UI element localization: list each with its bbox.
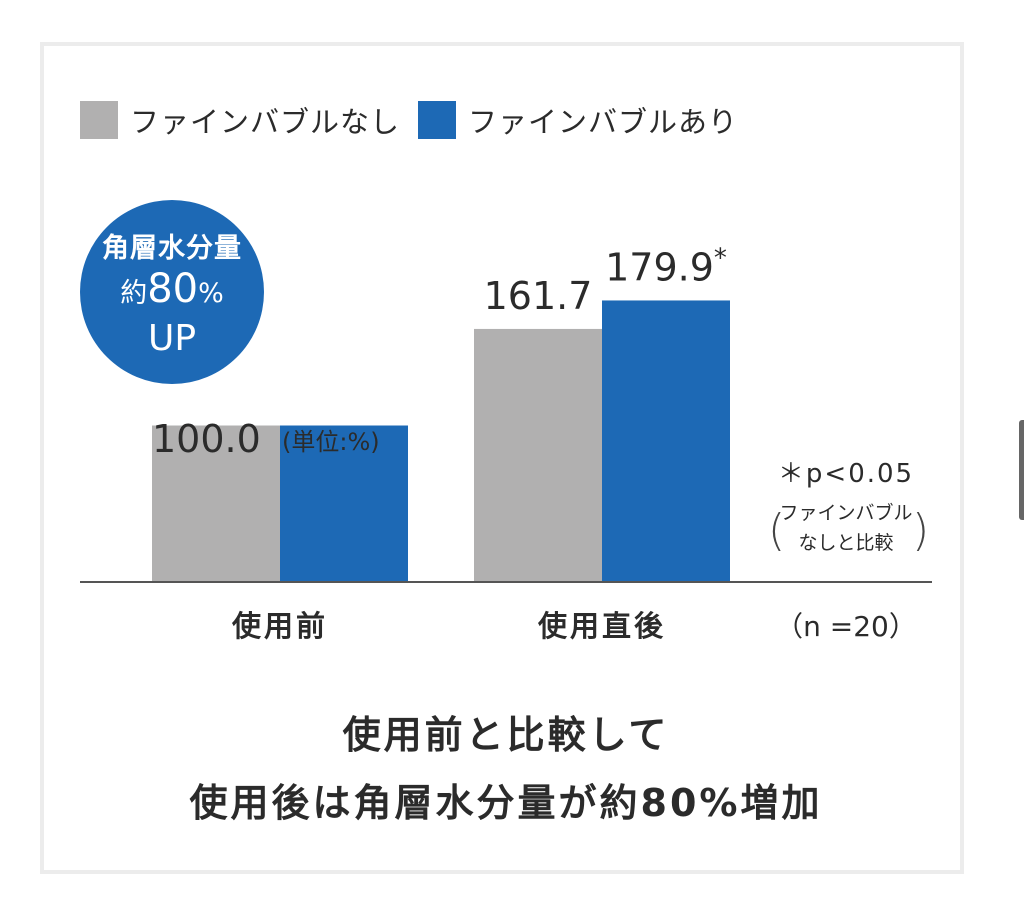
category-label-1: 使用直後 [537, 609, 666, 643]
unit-note: (単位:%) [282, 428, 380, 456]
significance-line2: ファインバブル [779, 501, 912, 524]
legend-item-with: ファインバブルあり [418, 99, 738, 141]
bar-label-0-0: 100.0 [152, 417, 261, 461]
legend-label-without: ファインバブルなし [130, 105, 401, 139]
significance-line1: ＊p<0.05 [778, 459, 914, 489]
bar-1-0 [474, 328, 602, 582]
bar-label-1-0: 161.7 [484, 274, 593, 318]
significance-paren-right: ) [912, 505, 929, 556]
bar-chart: 100.0 使用前 161.7 179.9* 使用直後 (単位:%) ＊p<0.05 (… [80, 243, 932, 643]
significance-paren-left: ( [768, 505, 785, 556]
bar-0-0 [152, 425, 280, 582]
badge-line3: UP [147, 318, 197, 359]
significance-line3: なしと比較 [798, 532, 893, 554]
caption-line1: 使用前と比較して [342, 713, 670, 757]
bar-0-1 [280, 425, 408, 582]
caption-line2: 使用後は角層水分量が約80%増加 [189, 781, 823, 825]
legend: ファインバブルなし ファインバブルあり [80, 100, 756, 140]
result-badge: 角層水分量 約80% UP [80, 200, 264, 384]
badge-line2: 約80% [80, 266, 264, 312]
category-label-0: 使用前 [231, 609, 328, 643]
bar-label-1-1: 179.9* [605, 243, 727, 289]
legend-item-without: ファインバブルなし [80, 99, 400, 141]
legend-swatch-with [418, 101, 457, 139]
legend-swatch-without [80, 101, 118, 139]
badge-value: 80 [147, 266, 199, 312]
legend-label-with: ファインバブルあり [468, 105, 739, 139]
badge-line1: 角層水分量 [102, 233, 242, 264]
n-note: （n =20） [775, 610, 917, 643]
badge-unit: % [198, 278, 224, 309]
bar-1-1 [602, 300, 730, 582]
badge-prefix: 約 [120, 278, 148, 309]
side-scroll-tab[interactable] [1019, 420, 1024, 520]
